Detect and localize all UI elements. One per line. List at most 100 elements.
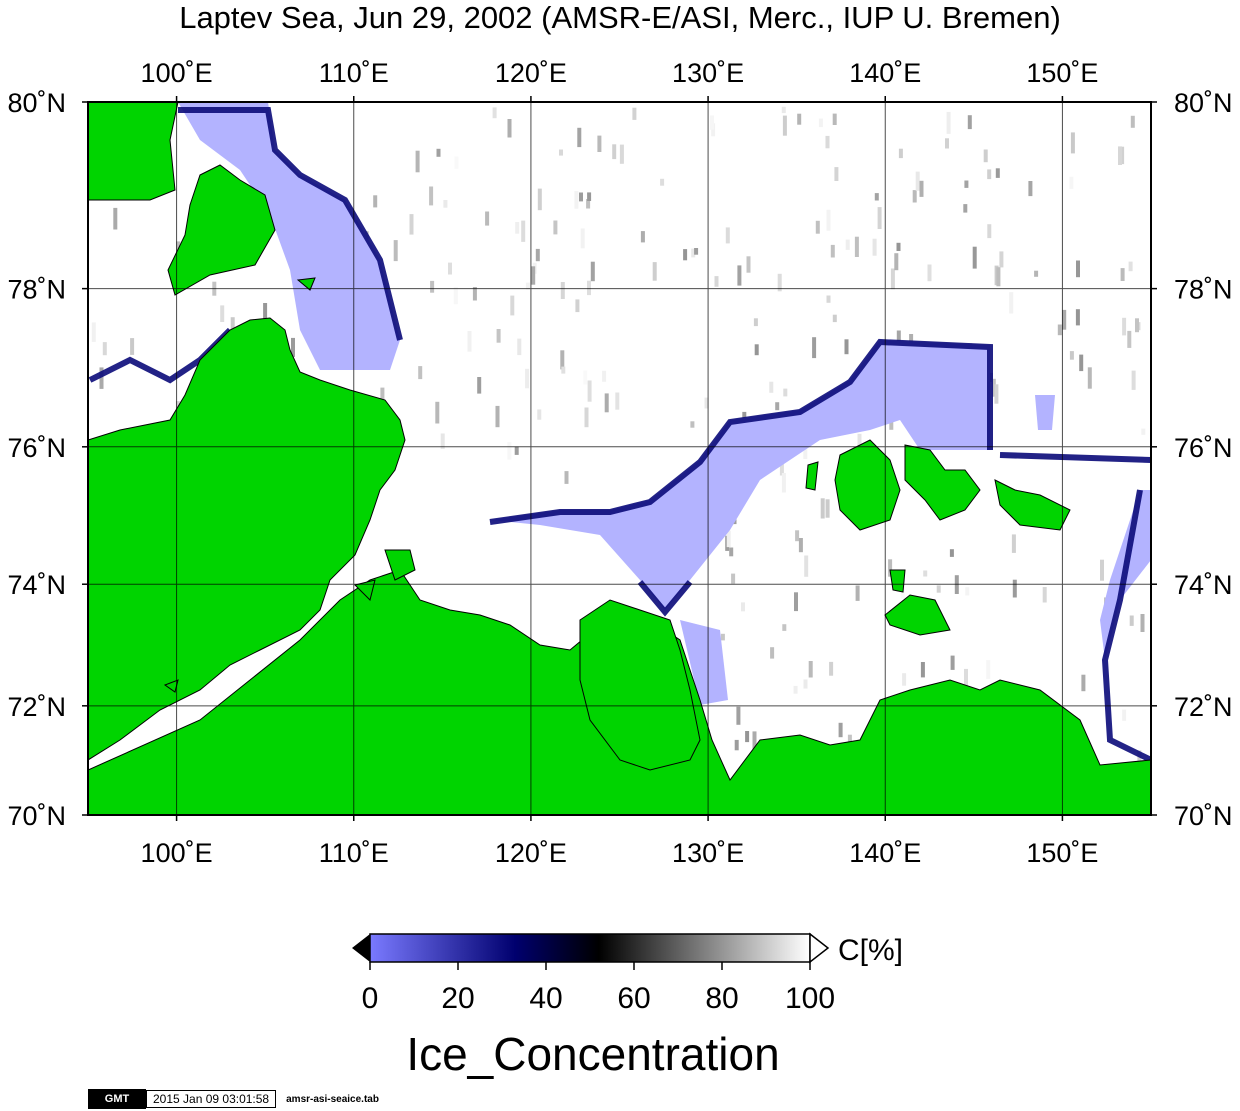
ice-streak <box>986 660 991 679</box>
ice-streak <box>710 115 714 130</box>
ice-streak <box>999 251 1004 268</box>
ice-streak <box>575 299 580 313</box>
ice-streak <box>803 679 808 689</box>
ice-streak <box>477 377 482 394</box>
ice-streak <box>857 433 862 453</box>
ice-streak <box>492 107 497 119</box>
ice-streak <box>1140 614 1145 632</box>
ice-streak <box>797 113 802 125</box>
ice-streak <box>855 585 860 601</box>
ice-streak <box>946 111 951 134</box>
ice-streak <box>436 148 441 157</box>
ice-streak <box>525 282 530 290</box>
ice-streak <box>872 238 877 256</box>
ice-edge-bands <box>88 107 1151 763</box>
ice-streak <box>1076 260 1080 278</box>
ice-streak <box>91 322 96 342</box>
ice-streak <box>1009 292 1014 314</box>
land-stolbovoy <box>889 569 906 593</box>
ice-streak <box>919 180 924 197</box>
ice-streak <box>561 366 566 374</box>
ice-streak <box>898 148 903 159</box>
colorbar-tick-label: 60 <box>617 982 650 1015</box>
colorbar-low-triangle <box>352 934 370 962</box>
ice-streak <box>1120 146 1125 165</box>
ice-streak <box>734 739 739 751</box>
ice-streak <box>894 253 899 271</box>
ice-streak <box>888 559 893 577</box>
ice-streak <box>429 186 434 206</box>
ice-streak <box>537 188 542 211</box>
lon-label-bottom: 140˚E <box>849 838 921 868</box>
ice-streak <box>745 731 750 743</box>
longitude-labels-bottom: 100˚E 110˚E 120˚E 130˚E 140˚E 150˚E <box>141 838 1099 868</box>
lon-label-top: 120˚E <box>495 58 567 88</box>
low-ice-small-patch <box>1035 395 1055 430</box>
land-new-siberia-island <box>994 479 1071 531</box>
ice-streak <box>495 405 500 428</box>
ice-streak <box>577 127 582 148</box>
lat-label-right: 74˚N <box>1174 570 1233 600</box>
ice-streak <box>99 367 104 389</box>
ice-streak <box>619 144 624 164</box>
ice-streak <box>770 647 775 659</box>
gmt-logo: GMT <box>88 1089 146 1109</box>
lon-label-top: 110˚E <box>319 58 389 88</box>
lat-label-right: 70˚N <box>1174 801 1233 831</box>
ice-streak <box>615 392 620 410</box>
ice-streak <box>683 249 688 261</box>
ice-streak <box>393 240 398 262</box>
ice-streak <box>694 248 699 255</box>
ice-streak <box>1128 261 1133 272</box>
ice-streak <box>737 265 742 286</box>
ice-streak <box>781 473 786 493</box>
ice-streak <box>690 421 695 428</box>
ice-streak <box>1118 146 1122 165</box>
ice-streak <box>777 273 782 292</box>
ice-streak <box>896 242 901 251</box>
colorbar-ticks: 0 20 40 60 80 100 <box>362 962 835 1015</box>
ice-streak <box>983 149 988 163</box>
ice-streak <box>472 287 477 301</box>
ice-streak <box>782 115 787 136</box>
colorbar-tick-label: 20 <box>441 982 474 1015</box>
ice-streak <box>612 144 617 160</box>
ice-streak <box>754 344 759 356</box>
ice-streak <box>574 191 579 209</box>
tick-marks <box>82 96 1157 821</box>
ice-streak <box>453 287 458 305</box>
ice-streak <box>514 446 519 455</box>
ice-streak <box>1127 330 1132 348</box>
lon-label-bottom: 130˚E <box>672 838 744 868</box>
ice-streak <box>794 592 798 612</box>
lon-label-top: 100˚E <box>141 58 213 88</box>
ice-streak <box>945 138 949 149</box>
ice-streak <box>782 624 787 631</box>
ice-streak <box>1034 270 1039 277</box>
ice-streak <box>725 227 730 244</box>
ice-streak <box>915 171 920 191</box>
ice-streak <box>590 261 595 282</box>
ice-streak <box>964 668 968 690</box>
ice-streak <box>584 407 589 428</box>
ice-streak <box>923 570 928 577</box>
ice-streak <box>517 338 522 356</box>
ice-streak <box>854 236 859 257</box>
ice-streak <box>587 380 592 402</box>
land-small-island-2 <box>384 549 416 581</box>
longitude-labels-top: 100˚E 110˚E 120˚E 130˚E 140˚E 150˚E <box>141 58 1099 88</box>
ice-streak <box>779 463 784 476</box>
ice-streak <box>720 633 725 641</box>
ice-streak <box>559 149 563 156</box>
ice-streak <box>826 209 831 231</box>
ice-streak <box>564 471 569 484</box>
map-area <box>88 102 1151 815</box>
ice-streak <box>753 318 758 327</box>
ice-streak <box>496 329 501 343</box>
ice-streak <box>1062 309 1067 330</box>
ice-streak <box>994 384 999 404</box>
ice-streak <box>769 381 774 393</box>
ice-streak <box>525 368 530 389</box>
latitude-labels-left: 70˚N 72˚N 74˚N 76˚N 78˚N 80˚N <box>7 88 66 831</box>
lat-label-left: 74˚N <box>7 570 66 600</box>
